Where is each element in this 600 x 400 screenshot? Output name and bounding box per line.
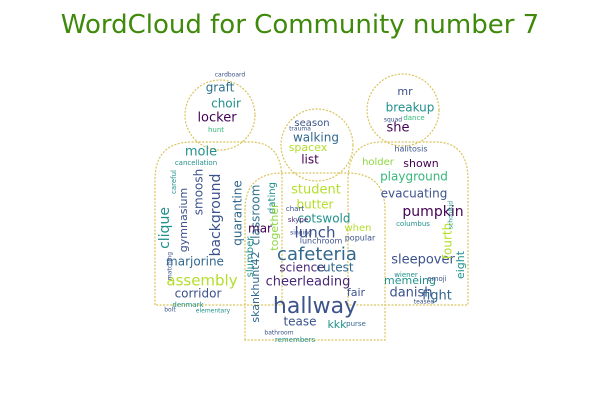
word-mr: mr <box>397 85 413 98</box>
word-playground: playground <box>380 170 448 184</box>
body-left-outline <box>154 141 283 306</box>
word-schoolkid: schoolkid <box>448 201 455 229</box>
word-eight: eight <box>454 250 467 279</box>
word-skype: skype <box>288 216 308 224</box>
word-tease: tease <box>283 315 316 329</box>
word-kkk: kkk <box>327 318 347 331</box>
word-teased: teased <box>414 299 435 306</box>
word-slumber: slumber <box>245 236 256 278</box>
word-choir: choir <box>211 97 241 111</box>
word-clique: clique <box>157 207 173 249</box>
word-student: student <box>291 183 341 198</box>
word-walking: walking <box>293 131 339 145</box>
word-smoosh: smoosh <box>192 169 206 215</box>
word-trauma: trauma <box>289 126 311 133</box>
word-dating: dating <box>267 182 278 214</box>
word-breakup: breakup <box>386 101 435 115</box>
word-cheerleading: cheerleading <box>266 275 351 290</box>
word-columbus: columbus <box>396 220 430 228</box>
word-quarantine: quarantine <box>231 180 245 246</box>
word-matching: matching <box>167 252 174 280</box>
word-mole: mole <box>185 145 217 160</box>
word-purse: purse <box>346 320 366 328</box>
word-she: she <box>386 121 409 136</box>
word-hunt: hunt <box>208 126 224 134</box>
word-fourth: fourth <box>441 223 455 259</box>
word-corridor: corridor <box>175 287 222 301</box>
word-cutest: cutest <box>316 261 354 275</box>
page-title: WordCloud for Community number 7 <box>60 10 540 40</box>
word-classroom: classroom <box>249 185 263 246</box>
word-singing: singing <box>290 230 312 237</box>
word-science: science <box>279 261 324 275</box>
word-wiener: wiener <box>394 271 418 279</box>
word-remembers: remembers <box>275 336 316 344</box>
word-cancellation: cancellation <box>175 159 217 167</box>
word-spacex: spacex <box>289 141 328 154</box>
word-skankhunt42: skankhunt42 <box>249 251 262 322</box>
word-bathroom: bathroom <box>264 330 293 337</box>
wordcloud: hallway cafeteria lunch cheerleading assembl… <box>150 70 480 345</box>
head-right-outline <box>366 73 440 147</box>
word-lunch: lunch <box>295 224 336 242</box>
word-holder: holder <box>362 157 395 168</box>
word-emoji: emoji <box>427 275 446 283</box>
word-graft: graft <box>206 81 235 95</box>
word-hallway: hallway <box>273 294 357 319</box>
word-when: when <box>344 223 371 234</box>
word-chart: chart <box>286 205 304 213</box>
word-danish: danish <box>389 286 432 301</box>
word-shown: shown <box>403 157 438 170</box>
body-center-outline <box>244 172 386 341</box>
word-squad: squad <box>384 117 402 124</box>
word-mar: mar <box>248 222 272 236</box>
word-lunchroom: lunchroom <box>300 237 343 246</box>
word-elementary: elementary <box>196 308 231 315</box>
word-bolt: bolt <box>164 307 176 314</box>
word-evacuating: evacuating <box>381 187 448 201</box>
word-pumpkin: pumpkin <box>402 204 463 220</box>
word-list: list <box>301 153 319 167</box>
word-group: hallway cafeteria lunch cheerleading assembl… <box>157 72 467 345</box>
word-season: season <box>294 118 329 129</box>
word-fair: fair <box>347 286 366 299</box>
word-together: together <box>268 203 281 251</box>
word-background: background <box>208 174 224 257</box>
head-left-outline <box>184 79 256 151</box>
body-right-outline <box>347 141 469 306</box>
word-cardboard: cardboard <box>215 72 246 79</box>
word-dance: dance <box>403 114 424 122</box>
word-locker: locker <box>197 111 237 126</box>
people-silhouette-outline <box>154 73 469 341</box>
word-memeing: memeing <box>384 274 436 287</box>
word-fight: fight <box>422 289 452 304</box>
head-center-outline <box>280 108 354 182</box>
word-cafeteria: cafeteria <box>277 244 357 265</box>
word-gymnasium: gymnasium <box>177 188 190 252</box>
word-marjorine: marjorine <box>166 255 224 269</box>
word-assembly: assembly <box>166 272 237 290</box>
word-popular: popular <box>345 234 376 243</box>
word-cotswold: cotswold <box>297 212 350 226</box>
word-denmark: denmark <box>172 301 204 309</box>
word-halitosis: halitosis <box>394 145 427 154</box>
word-butter: butter <box>297 198 334 212</box>
wordcloud-canvas: hallway cafeteria lunch cheerleading assembl… <box>154 72 469 345</box>
word-careful: careful <box>170 170 178 194</box>
word-sleepover: sleepover <box>391 253 455 268</box>
